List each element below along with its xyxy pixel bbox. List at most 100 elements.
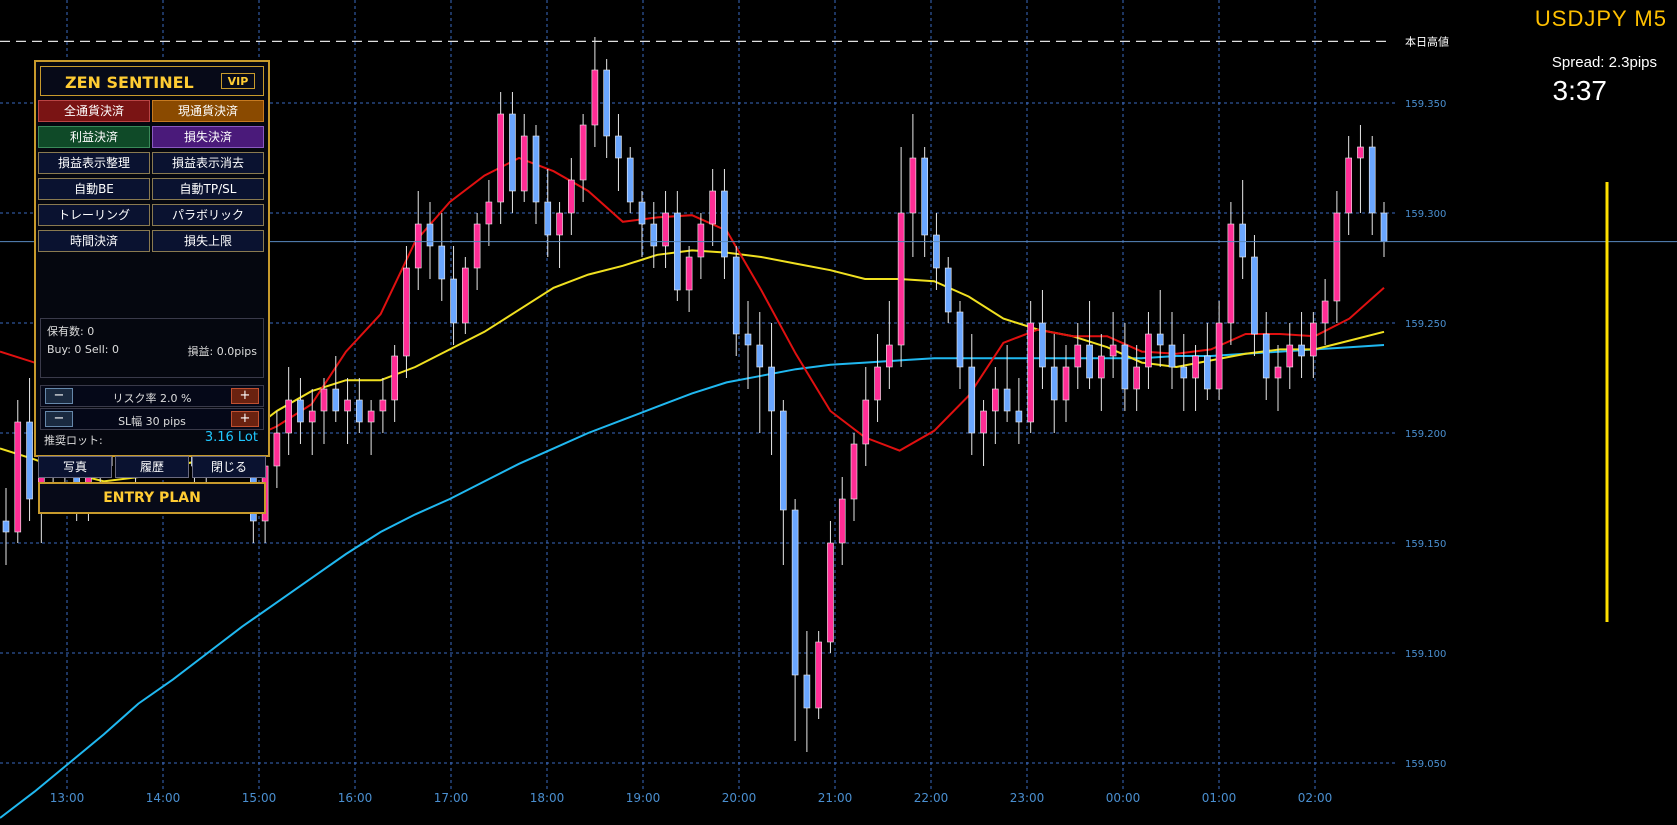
candle-body	[450, 278, 457, 324]
close-all-currencies-button[interactable]: 全通貨決済	[38, 100, 150, 122]
pnl-readout: 損益: 0.0pips	[187, 345, 257, 358]
candle	[780, 400, 787, 565]
candle-body	[992, 388, 999, 412]
candle-body	[1251, 256, 1258, 335]
candle	[403, 246, 410, 378]
time-tick-label: 17:00	[434, 791, 469, 805]
close-loss-button[interactable]: 損失決済	[152, 126, 264, 148]
screenshot-button[interactable]: 写真	[38, 456, 112, 478]
candle	[485, 180, 493, 246]
entry-plan-button[interactable]: ENTRY PLAN	[38, 482, 266, 514]
lot-label: 推奨ロット:	[44, 434, 103, 447]
candle	[285, 367, 292, 455]
candle	[827, 521, 834, 653]
candle	[1204, 323, 1211, 400]
candlesticks	[2, 37, 1388, 752]
vip-badge: VIP	[221, 73, 255, 89]
auto-be-button[interactable]: 自動BE	[38, 178, 150, 200]
candle-body	[850, 443, 858, 500]
candle	[968, 334, 976, 455]
candle	[1098, 334, 1105, 411]
price-tick-label: 159.100	[1405, 649, 1446, 660]
candle	[1062, 345, 1070, 422]
candle-body	[426, 223, 434, 247]
candle	[1156, 290, 1164, 367]
candle-body	[1215, 322, 1223, 390]
candle-body	[615, 135, 622, 159]
tidy-pnl-button[interactable]: 損益表示整理	[38, 152, 150, 174]
grid-lines	[0, 0, 1395, 790]
close-panel-button[interactable]: 閉じる	[192, 456, 266, 478]
candle	[615, 114, 622, 191]
spread-readout: Spread: 2.3pips	[1551, 54, 1657, 71]
candle	[591, 37, 599, 147]
time-tick-label: 15:00	[242, 791, 277, 805]
risk-decrease-button[interactable]: −	[45, 388, 73, 404]
candle-body	[909, 157, 917, 214]
candle	[815, 631, 822, 719]
candle	[332, 356, 340, 422]
candle	[1298, 312, 1305, 378]
history-button[interactable]: 履歴	[115, 456, 189, 478]
candle	[297, 378, 304, 444]
candle-body	[1298, 344, 1305, 357]
candle-body	[1027, 322, 1034, 423]
candle-body	[827, 542, 834, 643]
candle	[603, 59, 610, 158]
candle-body	[544, 201, 552, 236]
candle-body	[1039, 322, 1046, 368]
zen-sentinel-panel: ZEN SENTINEL VIP 全通貨決済 現通貨決済 利益決済 損失決済 損益表示整…	[34, 60, 270, 514]
time-tick-label: 22:00	[914, 791, 949, 805]
candle	[744, 301, 752, 389]
candle-body	[980, 410, 987, 434]
candle	[1357, 125, 1364, 213]
candle	[721, 169, 728, 279]
candle	[1074, 323, 1082, 389]
candle-body	[1286, 344, 1294, 368]
candle-body	[697, 223, 705, 258]
price-tick-label: 159.300	[1405, 209, 1446, 220]
candle-body	[674, 212, 681, 291]
candle-timer: 3:37	[1552, 75, 1608, 106]
auto-tpsl-button[interactable]: 自動TP/SL	[152, 178, 264, 200]
close-profit-button[interactable]: 利益決済	[38, 126, 150, 148]
time-axis: 13:00 14:00 15:00 16:00 17:00 18:00 19:00 20:00…	[50, 791, 1333, 805]
candle	[568, 158, 575, 235]
candle	[1262, 312, 1270, 400]
candle-body	[356, 399, 363, 423]
candle-body	[780, 410, 787, 511]
candle	[662, 191, 669, 268]
close-current-currency-button[interactable]: 現通貨決済	[152, 100, 264, 122]
candle	[1368, 136, 1376, 235]
sl-increase-button[interactable]: +	[231, 411, 259, 427]
candle	[520, 114, 528, 202]
candle	[850, 433, 858, 521]
candle-body	[14, 421, 22, 533]
candle-body	[685, 256, 693, 291]
candle	[1145, 312, 1152, 389]
candle-body	[626, 157, 634, 203]
time-tick-label: 13:00	[50, 791, 85, 805]
candle-body	[1368, 146, 1376, 214]
symbol-timeframe: USDJPY M5	[1534, 6, 1667, 31]
parabolic-button[interactable]: パラボリック	[152, 204, 264, 226]
price-tick-label: 159.050	[1405, 759, 1446, 770]
clear-pnl-button[interactable]: 損益表示消去	[152, 152, 264, 174]
candle-body	[2, 520, 10, 533]
candle	[532, 125, 540, 224]
price-tick-label: 159.250	[1405, 319, 1446, 330]
candle	[886, 301, 893, 389]
sl-decrease-button[interactable]: −	[45, 411, 73, 427]
trailing-button[interactable]: トレーリング	[38, 204, 150, 226]
candle-body	[838, 498, 846, 544]
risk-increase-button[interactable]: +	[231, 388, 259, 404]
candle	[1121, 323, 1129, 411]
loss-limit-button[interactable]: 損失上限	[152, 230, 264, 252]
candle-body	[462, 267, 469, 324]
candle-body	[473, 223, 481, 269]
day-high-label: 本日高値	[1405, 34, 1449, 48]
candle	[921, 147, 928, 257]
candle	[509, 92, 516, 213]
time-close-button[interactable]: 時間決済	[38, 230, 150, 252]
